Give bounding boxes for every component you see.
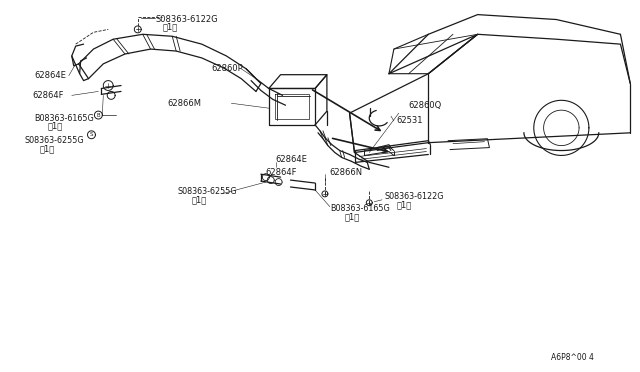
Text: 62864E: 62864E xyxy=(35,71,66,80)
Text: S08363-6122G: S08363-6122G xyxy=(384,192,444,201)
Text: 62866N: 62866N xyxy=(330,168,363,177)
Text: B08363-6165G: B08363-6165G xyxy=(35,113,94,122)
Text: 62860Q: 62860Q xyxy=(409,101,442,110)
Text: （1）: （1） xyxy=(344,212,360,221)
Text: 62860P: 62860P xyxy=(212,64,243,73)
Text: （1）: （1） xyxy=(397,200,412,209)
Text: 62866M: 62866M xyxy=(167,99,202,108)
Text: 62864F: 62864F xyxy=(266,168,298,177)
Text: B: B xyxy=(97,113,100,118)
Text: 62531: 62531 xyxy=(397,116,423,125)
Text: （1）: （1） xyxy=(47,121,62,131)
Text: 62864F: 62864F xyxy=(33,91,64,100)
Text: A6P8^00 4: A6P8^00 4 xyxy=(552,353,595,362)
Text: （1）: （1） xyxy=(192,195,207,204)
Text: S08363-6255G: S08363-6255G xyxy=(24,136,84,145)
Text: 62864E: 62864E xyxy=(276,155,308,164)
Text: （1）: （1） xyxy=(163,22,178,31)
Text: S08363-6122G: S08363-6122G xyxy=(156,15,218,24)
Text: B08363-6165G: B08363-6165G xyxy=(330,204,390,213)
Text: S: S xyxy=(90,132,93,137)
Text: （1）: （1） xyxy=(39,144,54,153)
Text: S08363-6255G: S08363-6255G xyxy=(177,187,237,196)
